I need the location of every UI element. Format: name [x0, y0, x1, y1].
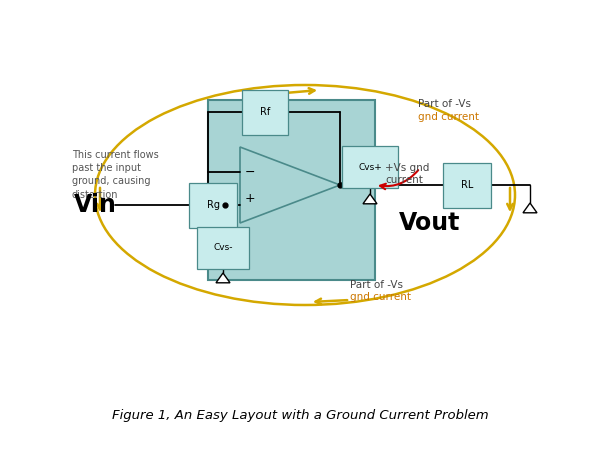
Polygon shape [523, 203, 537, 213]
Text: Part of -Vs: Part of -Vs [350, 280, 403, 290]
Polygon shape [216, 273, 230, 283]
Text: +: + [245, 192, 256, 204]
Text: Cvs-: Cvs- [213, 243, 233, 252]
Polygon shape [240, 147, 340, 223]
Text: Part of -Vs: Part of -Vs [418, 99, 471, 109]
Text: −: − [245, 166, 255, 179]
Text: This current flows
past the input
ground, causing
distortion: This current flows past the input ground… [72, 150, 159, 200]
Polygon shape [363, 194, 377, 204]
Text: Cvs+: Cvs+ [358, 162, 382, 171]
Bar [208, 100, 375, 280]
FancyArrowPatch shape [380, 170, 418, 189]
Text: Rg: Rg [206, 200, 220, 210]
Text: +Vs gnd: +Vs gnd [385, 163, 430, 173]
Text: RL: RL [461, 180, 473, 190]
Text: gnd current: gnd current [350, 292, 411, 302]
Text: gnd current: gnd current [418, 112, 479, 122]
Text: Vout: Vout [400, 211, 461, 235]
Text: current: current [385, 175, 423, 185]
Text: Vin: Vin [74, 193, 116, 217]
Text: Rf: Rf [260, 107, 270, 117]
Text: Figure 1, An Easy Layout with a Ground Current Problem: Figure 1, An Easy Layout with a Ground C… [112, 409, 488, 422]
Polygon shape [201, 220, 215, 230]
